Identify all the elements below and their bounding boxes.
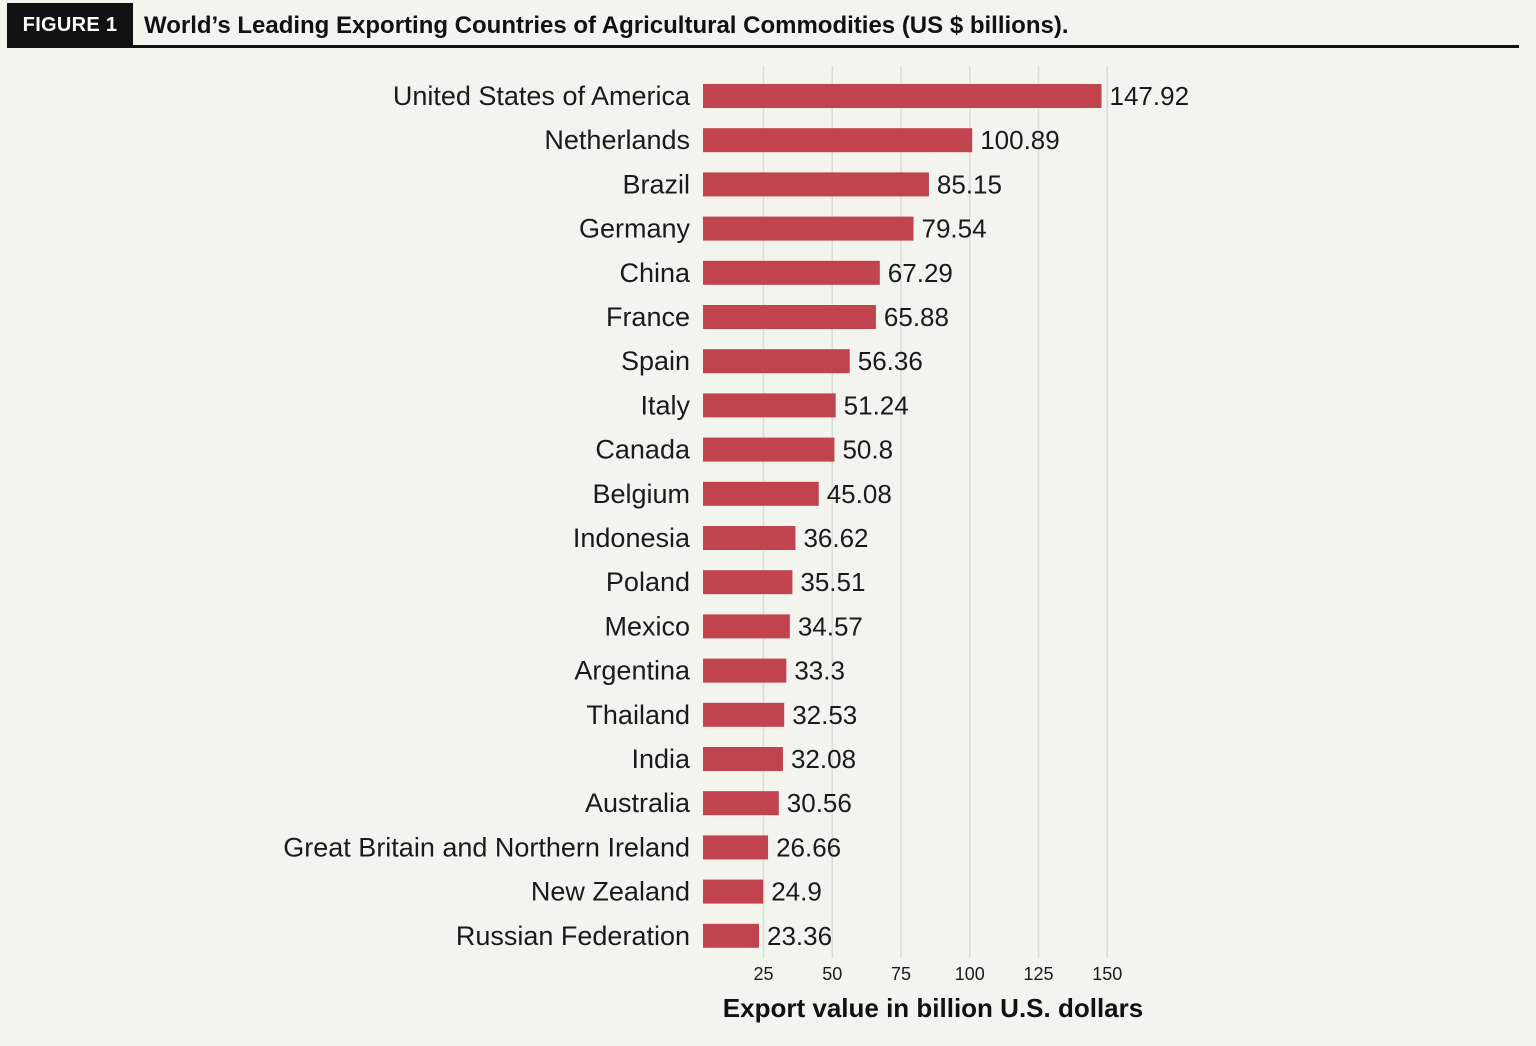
category-label: Great Britain and Northern Ireland xyxy=(283,832,690,862)
category-label: United States of America xyxy=(393,81,691,111)
bar xyxy=(703,923,759,948)
category-label: Thailand xyxy=(586,700,690,730)
value-label: 50.8 xyxy=(842,435,893,465)
bar xyxy=(703,349,850,374)
bars xyxy=(703,84,1102,948)
x-tick-label: 50 xyxy=(822,964,842,984)
x-tick-label: 150 xyxy=(1092,964,1122,984)
bar xyxy=(703,305,876,329)
bar xyxy=(703,260,880,285)
category-label: France xyxy=(606,302,690,332)
value-label: 30.56 xyxy=(787,788,852,818)
x-tick-label: 25 xyxy=(753,964,773,984)
bar xyxy=(703,172,929,197)
bar xyxy=(703,879,764,904)
category-label: India xyxy=(631,744,691,774)
figure-badge: FIGURE 1 xyxy=(7,3,133,48)
bar xyxy=(703,614,790,639)
bar xyxy=(703,393,836,418)
category-label: Indonesia xyxy=(573,523,691,553)
category-label: Italy xyxy=(640,390,690,420)
bar xyxy=(703,791,779,816)
category-label: Canada xyxy=(595,435,691,465)
bar xyxy=(703,835,769,860)
bar xyxy=(703,437,835,462)
bar xyxy=(703,702,785,727)
value-label: 26.66 xyxy=(776,832,841,862)
bar xyxy=(703,84,1102,108)
x-tick-label: 100 xyxy=(955,964,985,984)
value-labels: 147.92 100.89 85.15 79.54 67.29 65.88 56.36 51.… xyxy=(767,81,1189,951)
x-axis-ticks: 25 50 75 100 125 150 xyxy=(753,964,1122,984)
category-label: Belgium xyxy=(592,479,690,509)
value-label: 32.53 xyxy=(792,700,857,730)
x-tick-label: 75 xyxy=(891,964,911,984)
value-label: 45.08 xyxy=(827,479,892,509)
value-label: 65.88 xyxy=(884,302,949,332)
value-label: 35.51 xyxy=(800,567,865,597)
value-label: 79.54 xyxy=(921,214,986,244)
category-label: New Zealand xyxy=(531,877,690,907)
value-label: 24.9 xyxy=(771,877,822,907)
category-label: Spain xyxy=(621,346,690,376)
value-label: 32.08 xyxy=(791,744,856,774)
value-label: 67.29 xyxy=(888,258,953,288)
x-axis-title: Export value in billion U.S. dollars xyxy=(723,993,1143,1023)
value-label: 100.89 xyxy=(980,125,1060,155)
value-label: 85.15 xyxy=(937,169,1002,199)
value-label: 147.92 xyxy=(1110,81,1190,111)
bar xyxy=(703,747,783,771)
value-label: 23.36 xyxy=(767,921,832,951)
value-label: 51.24 xyxy=(844,390,909,420)
x-tick-label: 125 xyxy=(1023,964,1053,984)
category-label: Brazil xyxy=(622,169,690,199)
value-label: 36.62 xyxy=(803,523,868,553)
bar xyxy=(703,481,819,506)
bar xyxy=(703,658,787,683)
bar xyxy=(703,570,793,595)
category-labels: United States of America Netherlands Brazi… xyxy=(283,81,691,951)
figure-header: FIGURE 1 World’s Leading Exporting Count… xyxy=(7,3,1519,48)
category-label: Mexico xyxy=(604,611,690,641)
bar xyxy=(703,216,914,241)
category-label: Australia xyxy=(585,788,691,818)
category-label: Germany xyxy=(579,214,691,244)
category-label: Netherlands xyxy=(544,125,690,155)
figure-title: World’s Leading Exporting Countries of A… xyxy=(144,12,1069,39)
value-label: 34.57 xyxy=(798,611,863,641)
value-label: 56.36 xyxy=(858,346,923,376)
bar xyxy=(703,526,796,550)
value-label: 33.3 xyxy=(794,656,845,686)
category-label: Argentina xyxy=(574,656,691,686)
category-label: Poland xyxy=(606,567,690,597)
bar xyxy=(703,128,973,153)
grid-lines xyxy=(762,66,1108,958)
category-label: China xyxy=(619,258,691,288)
category-label: Russian Federation xyxy=(456,921,690,951)
